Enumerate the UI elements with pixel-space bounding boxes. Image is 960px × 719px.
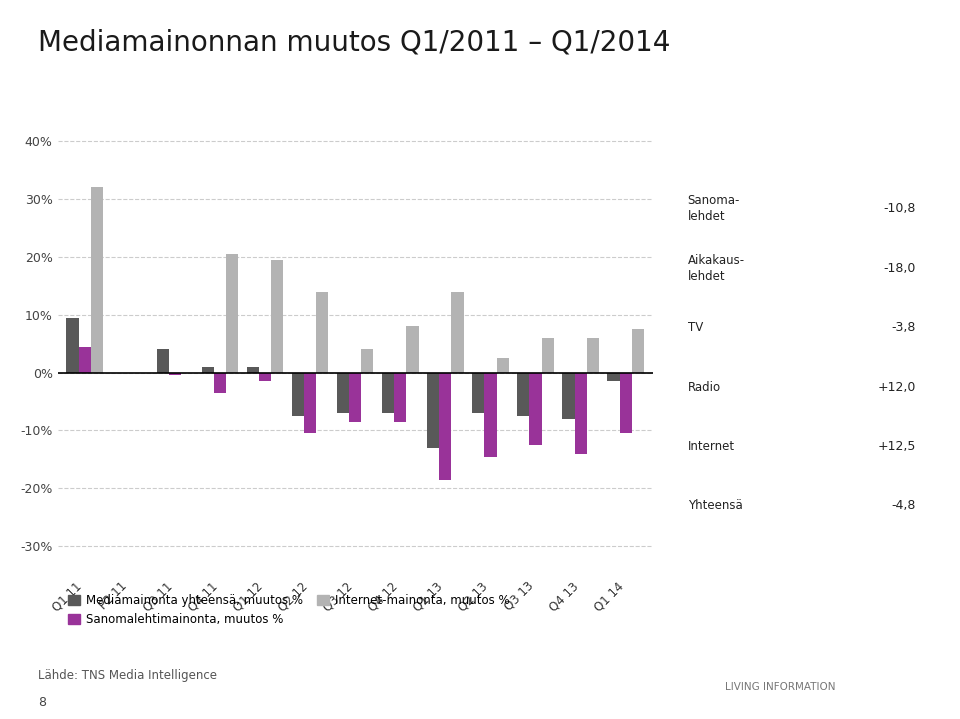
Text: Internet: Internet — [687, 440, 734, 453]
Text: LIVING INFORMATION: LIVING INFORMATION — [725, 682, 835, 692]
Text: Radio: Radio — [687, 380, 721, 393]
Text: Lähde: TNS Media Intelligence: Lähde: TNS Media Intelligence — [38, 669, 217, 682]
Bar — [541, 338, 554, 372]
Bar — [316, 291, 328, 372]
Bar — [530, 372, 541, 445]
Text: 8: 8 — [38, 696, 46, 709]
Bar — [337, 372, 349, 413]
Bar — [575, 372, 587, 454]
Bar — [271, 260, 283, 372]
Bar — [427, 372, 440, 448]
Bar — [496, 358, 509, 372]
Bar — [382, 372, 395, 413]
Bar — [66, 318, 79, 372]
Bar — [563, 372, 575, 419]
Bar — [395, 372, 406, 422]
Text: +12,0: +12,0 — [877, 380, 916, 393]
Bar — [156, 349, 169, 372]
Text: Sanoma-
lehdet: Sanoma- lehdet — [687, 194, 740, 224]
Bar — [485, 372, 496, 457]
Text: Aikakaus-
lehdet: Aikakaus- lehdet — [687, 254, 745, 283]
Bar — [226, 254, 238, 372]
Bar — [169, 372, 180, 375]
Bar — [517, 372, 530, 416]
Bar — [214, 372, 226, 393]
Bar — [619, 372, 632, 434]
Bar — [632, 329, 644, 372]
Bar — [451, 291, 464, 372]
Bar — [292, 372, 304, 416]
Text: Mediamainonnan muutos Q1/2011 – Q1/2014: Mediamainonnan muutos Q1/2011 – Q1/2014 — [38, 29, 671, 57]
Bar — [608, 372, 619, 381]
Text: -3,8: -3,8 — [891, 321, 916, 334]
Text: -4,8: -4,8 — [891, 500, 916, 513]
Text: +12,5: +12,5 — [877, 440, 916, 453]
Text: TV: TV — [687, 321, 703, 334]
Text: -10,8: -10,8 — [883, 202, 916, 215]
Bar — [587, 338, 599, 372]
Bar — [406, 326, 419, 372]
Bar — [259, 372, 271, 381]
Bar — [361, 349, 373, 372]
Bar — [472, 372, 485, 413]
Bar — [440, 372, 451, 480]
Text: Yhteensä: Yhteensä — [687, 500, 742, 513]
Bar — [247, 367, 259, 372]
Legend: Mediamainonta yhteensä, muutos %, Sanomalehtimainonta, muutos %, Internet-mainon: Mediamainonta yhteensä, muutos %, Sanoma… — [63, 589, 515, 631]
Bar — [79, 347, 91, 372]
Bar — [91, 188, 103, 372]
Text: -18,0: -18,0 — [883, 262, 916, 275]
Bar — [202, 367, 214, 372]
Bar — [304, 372, 316, 434]
Text: AL
MA: AL MA — [879, 670, 906, 703]
Bar — [349, 372, 361, 422]
Text: Muutos-%
Q1/14 vs. Q1/13: Muutos-% Q1/14 vs. Q1/13 — [746, 133, 857, 165]
